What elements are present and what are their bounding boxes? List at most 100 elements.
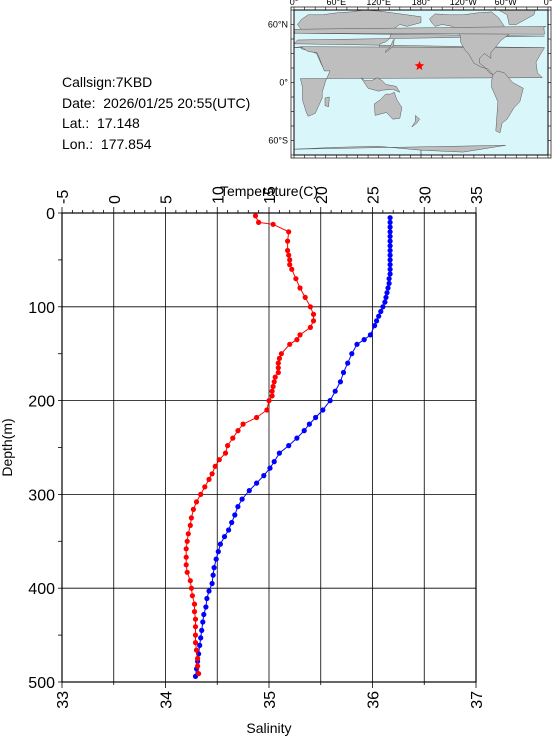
temperature-data-point: [197, 642, 203, 649]
temperature-data-point: [387, 229, 393, 235]
salinity-data-point: [252, 213, 259, 219]
temperature-data-point: [337, 379, 343, 385]
temperature-data-point: [198, 635, 204, 641]
salinity-data-point: [297, 332, 303, 338]
temperature-data-point: [374, 318, 380, 324]
map-land-africa: [300, 46, 545, 117]
map-land-south-america: [491, 70, 524, 134]
salinity-data-point: [183, 554, 189, 560]
map-lon-label: 0°: [544, 0, 553, 7]
temperature-data-point: [306, 421, 312, 427]
map-lat-label: 0°: [279, 78, 288, 88]
temperature-data-point: [387, 238, 393, 244]
salinity-data-point: [187, 522, 193, 529]
depth-tick-label: 200: [28, 394, 55, 411]
salinity-data-point: [188, 515, 194, 521]
map-land-madagascar: [324, 96, 330, 108]
salinity-data-point: [192, 616, 199, 622]
temperature-data-point: [382, 299, 388, 305]
temperature-tick-label: 20: [314, 186, 331, 204]
salinity-data-point: [269, 388, 275, 394]
map-lon-label: 120°W: [450, 0, 478, 7]
temperature-data-point: [387, 215, 393, 221]
temperature-data-point: [387, 252, 393, 258]
salinity-data-point: [183, 562, 189, 568]
temperature-profile-line: [195, 217, 391, 677]
temperature-data-point: [385, 285, 391, 291]
depth-tick-label: 500: [28, 675, 55, 692]
salinity-data-point: [275, 360, 281, 366]
temperature-data-point: [387, 243, 393, 249]
salinity-data-point: [269, 393, 275, 399]
temperature-data-point: [215, 549, 221, 555]
temperature-data-point: [354, 341, 360, 347]
temperature-data-point: [199, 627, 205, 634]
map-land-indonesia: [360, 77, 401, 93]
temperature-data-point: [320, 407, 326, 413]
temperature-data-point: [376, 313, 382, 319]
temperature-tick-label: 0: [107, 195, 124, 204]
temperature-data-point: [386, 276, 392, 282]
temperature-data-point: [203, 604, 209, 610]
salinity-data-point: [184, 538, 190, 544]
temperature-data-point: [261, 473, 267, 479]
salinity-data-point: [270, 221, 276, 227]
salinity-data-point: [287, 262, 293, 268]
latitude-text: Lat.: 17.148: [62, 115, 140, 131]
temperature-data-point: [217, 541, 223, 547]
temperature-data-point: [200, 619, 206, 625]
temperature-data-point: [271, 459, 277, 465]
salinity-data-point: [192, 640, 199, 646]
temperature-tick-label: 10: [210, 186, 227, 204]
salinity-data-point: [307, 304, 313, 310]
temperature-data-point: [384, 290, 390, 296]
temperature-data-point: [327, 398, 333, 404]
temperature-data-point: [204, 595, 210, 602]
temperature-data-point: [345, 360, 351, 366]
temperature-tick-label: -5: [55, 190, 72, 204]
depth-tick-label: 400: [28, 581, 55, 598]
salinity-data-point: [235, 428, 241, 434]
temperature-data-point: [286, 443, 292, 449]
salinity-data-point: [193, 499, 200, 505]
temperature-data-point: [246, 488, 252, 494]
salinity-data-point: [196, 671, 202, 677]
salinity-data-point: [294, 337, 300, 343]
temperature-data-point: [239, 496, 245, 502]
temperature-data-point: [332, 388, 338, 394]
salinity-data-point: [190, 506, 196, 512]
map-lon-label: 0°: [290, 0, 299, 7]
salinity-data-point: [206, 476, 212, 482]
salinity-data-point: [195, 663, 201, 669]
temperature-data-point: [387, 219, 393, 225]
salinity-data-point: [256, 219, 262, 225]
salinity-data-point: [285, 238, 291, 244]
depth-axis-title: Depth(m): [0, 418, 15, 476]
salinity-data-point: [275, 369, 281, 376]
depth-tick-label: 0: [46, 206, 55, 223]
salinity-data-point: [191, 609, 198, 615]
temperature-data-point: [254, 480, 260, 486]
map-lat-label: 60°N: [268, 20, 288, 30]
salinity-data-point: [202, 484, 208, 490]
temperature-tick-label: 35: [469, 186, 486, 204]
callsign-text: Callsign:7KBD: [62, 74, 153, 90]
temperature-data-point: [387, 266, 393, 272]
map-land-uk: [293, 26, 547, 35]
map-lat-label: 60°S: [268, 136, 288, 146]
salinity-data-point: [285, 247, 291, 254]
salinity-data-point: [192, 624, 199, 630]
temperature-data-point: [386, 280, 392, 286]
salinity-data-point: [307, 324, 313, 330]
salinity-data-point: [286, 229, 292, 235]
station-star-icon: [414, 60, 425, 70]
salinity-data-point: [185, 531, 191, 537]
map-land-japan: [385, 38, 395, 54]
temperature-data-point: [301, 428, 307, 434]
date-text: Date: 2026/01/25 20:55(UTC): [62, 94, 251, 111]
temperature-data-point: [294, 435, 300, 441]
salinity-data-point: [222, 450, 229, 456]
salinity-data-point: [198, 491, 204, 497]
map-land-australia: [374, 91, 403, 120]
salinity-data-point: [264, 407, 270, 413]
